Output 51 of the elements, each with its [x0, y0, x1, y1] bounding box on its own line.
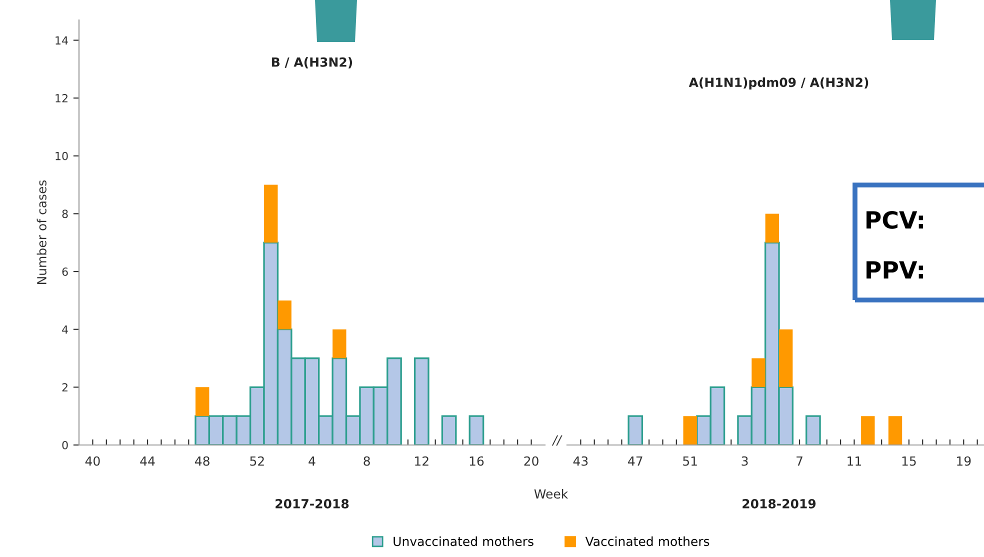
x-tick-label: 11 — [848, 456, 862, 466]
x-tick-label: 3 — [742, 456, 748, 466]
bar — [628, 415, 644, 445]
y-tick-label: 12 — [56, 94, 68, 102]
y-tick-label: 14 — [56, 36, 68, 44]
x-tick-label: 19 — [957, 456, 971, 466]
x-tick-label: 47 — [628, 456, 642, 466]
bar — [278, 300, 292, 330]
bar — [441, 415, 457, 445]
bar — [683, 416, 697, 445]
x-tick-label: 7 — [796, 456, 802, 466]
bar — [752, 358, 766, 388]
bar — [888, 416, 902, 445]
legend-label: Unvaccinated mothers — [394, 536, 534, 546]
text: A(H1N1)pdm09 / A(H3N2) — [688, 77, 868, 90]
bar — [196, 387, 210, 416]
y-tick-label: 10 — [56, 152, 68, 160]
x-tick-label: 51 — [683, 456, 697, 466]
x-tick-label: 16 — [470, 456, 484, 466]
y-tick-label: 6 — [62, 268, 68, 276]
x-tick-label: 44 — [140, 456, 155, 466]
y-axis-title: Number of cases — [36, 180, 46, 284]
bar — [414, 357, 430, 445]
x-tick-label: 12 — [415, 456, 428, 466]
annotation: PPV: — [866, 261, 923, 279]
text: Week — [534, 488, 568, 499]
x-tick-label: 43 — [573, 456, 588, 466]
x-axis-title: 2017-2018 — [276, 498, 349, 508]
x-tick-label: 48 — [195, 456, 210, 466]
x-axis-title: 2018-2019 — [742, 498, 816, 508]
y-tick-label: 4 — [62, 325, 68, 334]
x-tick-label: 4 — [308, 456, 316, 466]
text: B / A(H3N2) — [272, 57, 352, 68]
bar — [332, 329, 346, 358]
bar — [806, 415, 821, 445]
x-tick-label: 8 — [364, 456, 370, 466]
x-tick-label: 52 — [250, 456, 264, 466]
x-tick-label: 15 — [902, 456, 916, 466]
x-tick-label: 20 — [524, 456, 538, 466]
annotation: PCV: — [866, 210, 924, 229]
bar — [779, 329, 793, 388]
y-tick-label: 2 — [62, 383, 68, 392]
bar — [264, 184, 278, 243]
legend-label: Vaccinated mothers — [585, 536, 710, 546]
bar — [861, 416, 875, 445]
bar — [468, 415, 484, 445]
x-tick-label: 40 — [85, 456, 100, 466]
y-tick-label: 0 — [62, 440, 68, 450]
bar — [765, 214, 779, 243]
text: // — [552, 435, 562, 446]
y-tick-label: 8 — [62, 210, 68, 218]
